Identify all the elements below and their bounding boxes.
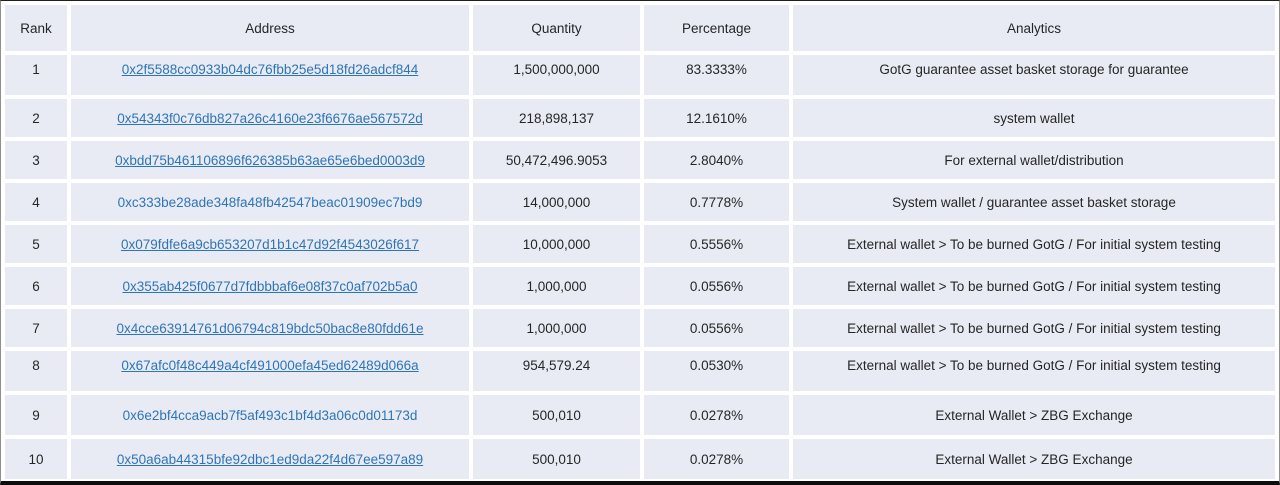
table-row: 2 0x54343f0c76db827a26c4160e23f6676ae567… — [5, 99, 1275, 137]
address-cell: 0x6e2bf4cca9acb7f5af493c1bf4d3a06c0d0117… — [71, 395, 469, 435]
address-cell: 0x355ab425f0677d7fdbbbaf6e08f37c0af702b5… — [71, 267, 469, 305]
table-row: 9 0x6e2bf4cca9acb7f5af493c1bf4d3a06c0d01… — [5, 395, 1275, 435]
quantity-cell: 10,000,000 — [473, 225, 640, 263]
analytics-cell: System wallet / guarantee asset basket s… — [793, 183, 1275, 221]
address-cell: 0x079fdfe6a9cb653207d1b1c47d92f4543026f6… — [71, 225, 469, 263]
rank-cell: 4 — [5, 183, 67, 221]
rank-cell: 3 — [5, 141, 67, 179]
address-link[interactable]: 0x355ab425f0677d7fdbbbaf6e08f37c0af702b5… — [122, 278, 418, 294]
rank-cell: 5 — [5, 225, 67, 263]
percentage-cell: 83.3333% — [644, 55, 789, 95]
rank-cell: 10 — [5, 439, 67, 479]
quantity-cell: 500,010 — [473, 395, 640, 435]
table-row: 8 0x67afc0f48c449a4cf491000efa45ed62489d… — [5, 351, 1275, 391]
percentage-cell: 0.7778% — [644, 183, 789, 221]
analytics-cell: External wallet > To be burned GotG / Fo… — [793, 351, 1275, 391]
address-link[interactable]: 0x6e2bf4cca9acb7f5af493c1bf4d3a06c0d0117… — [122, 407, 418, 423]
address-cell: 0xc333be28ade348fa48fb42547beac01909ec7b… — [71, 183, 469, 221]
percentage-cell: 0.0278% — [644, 439, 789, 479]
address-link[interactable]: 0x079fdfe6a9cb653207d1b1c47d92f4543026f6… — [120, 236, 420, 252]
column-header-percentage: Percentage — [644, 5, 789, 51]
address-cell: 0x67afc0f48c449a4cf491000efa45ed62489d06… — [71, 351, 469, 391]
address-link[interactable]: 0x67afc0f48c449a4cf491000efa45ed62489d06… — [121, 358, 419, 373]
quantity-cell: 500,010 — [473, 439, 640, 479]
analytics-cell: GotG guarantee asset basket storage for … — [793, 55, 1275, 95]
analytics-cell: External wallet > To be burned GotG / Fo… — [793, 225, 1275, 263]
table-row: 5 0x079fdfe6a9cb653207d1b1c47d92f4543026… — [5, 225, 1275, 263]
address-link[interactable]: 0x4cce63914761d06794c819bdc50bac8e80fdd6… — [116, 320, 424, 336]
column-header-rank: Rank — [5, 5, 67, 51]
quantity-cell: 1,000,000 — [473, 267, 640, 305]
quantity-cell: 1,000,000 — [473, 309, 640, 347]
address-link[interactable]: 0x50a6ab44315bfe92dbc1ed9da22f4d67ee597a… — [116, 451, 424, 467]
table-row: 1 0x2f5588cc0933b04dc76fbb25e5d18fd26adc… — [5, 55, 1275, 95]
analytics-cell: For external wallet/distribution — [793, 141, 1275, 179]
percentage-cell: 0.5556% — [644, 225, 789, 263]
rank-cell: 8 — [5, 351, 67, 391]
address-link[interactable]: 0x2f5588cc0933b04dc76fbb25e5d18fd26adcf8… — [121, 62, 419, 77]
quantity-cell: 954,579.24 — [473, 351, 640, 391]
quantity-cell: 1,500,000,000 — [473, 55, 640, 95]
analytics-cell: system wallet — [793, 99, 1275, 137]
quantity-cell: 218,898,137 — [473, 99, 640, 137]
quantity-cell: 50,472,496.9053 — [473, 141, 640, 179]
table-row: 6 0x355ab425f0677d7fdbbbaf6e08f37c0af702… — [5, 267, 1275, 305]
analytics-cell: External wallet > To be burned GotG / Fo… — [793, 309, 1275, 347]
table-row: 3 0xbdd75b461106896f626385b63ae65e6bed00… — [5, 141, 1275, 179]
percentage-cell: 0.0530% — [644, 351, 789, 391]
percentage-cell: 0.0556% — [644, 309, 789, 347]
address-cell: 0x4cce63914761d06794c819bdc50bac8e80fdd6… — [71, 309, 469, 347]
column-header-address: Address — [71, 5, 469, 51]
analytics-cell: External wallet > To be burned GotG / Fo… — [793, 267, 1275, 305]
column-header-analytics: Analytics — [793, 5, 1275, 51]
table-row: 4 0xc333be28ade348fa48fb42547beac01909ec… — [5, 183, 1275, 221]
rank-cell: 2 — [5, 99, 67, 137]
header-row: Rank Address Quantity Percentage Analyti… — [5, 5, 1275, 51]
percentage-cell: 0.0278% — [644, 395, 789, 435]
percentage-cell: 12.1610% — [644, 99, 789, 137]
address-cell: 0x54343f0c76db827a26c4160e23f6676ae56757… — [71, 99, 469, 137]
address-link[interactable]: 0xc333be28ade348fa48fb42547beac01909ec7b… — [117, 194, 423, 210]
analytics-cell: External Wallet > ZBG Exchange — [793, 439, 1275, 479]
rank-cell: 9 — [5, 395, 67, 435]
table-row: 10 0x50a6ab44315bfe92dbc1ed9da22f4d67ee5… — [5, 439, 1275, 479]
rank-cell: 6 — [5, 267, 67, 305]
percentage-cell: 0.0556% — [644, 267, 789, 305]
rank-cell: 1 — [5, 55, 67, 95]
address-link[interactable]: 0xbdd75b461106896f626385b63ae65e6bed0003… — [115, 152, 425, 168]
address-cell: 0xbdd75b461106896f626385b63ae65e6bed0003… — [71, 141, 469, 179]
percentage-cell: 2.8040% — [644, 141, 789, 179]
rank-cell: 7 — [5, 309, 67, 347]
address-cell: 0x2f5588cc0933b04dc76fbb25e5d18fd26adcf8… — [71, 55, 469, 95]
address-link[interactable]: 0x54343f0c76db827a26c4160e23f6676ae56757… — [117, 110, 423, 126]
analytics-cell: External Wallet > ZBG Exchange — [793, 395, 1275, 435]
address-cell: 0x50a6ab44315bfe92dbc1ed9da22f4d67ee597a… — [71, 439, 469, 479]
column-header-quantity: Quantity — [473, 5, 640, 51]
table-row: 7 0x4cce63914761d06794c819bdc50bac8e80fd… — [5, 309, 1275, 347]
quantity-cell: 14,000,000 — [473, 183, 640, 221]
